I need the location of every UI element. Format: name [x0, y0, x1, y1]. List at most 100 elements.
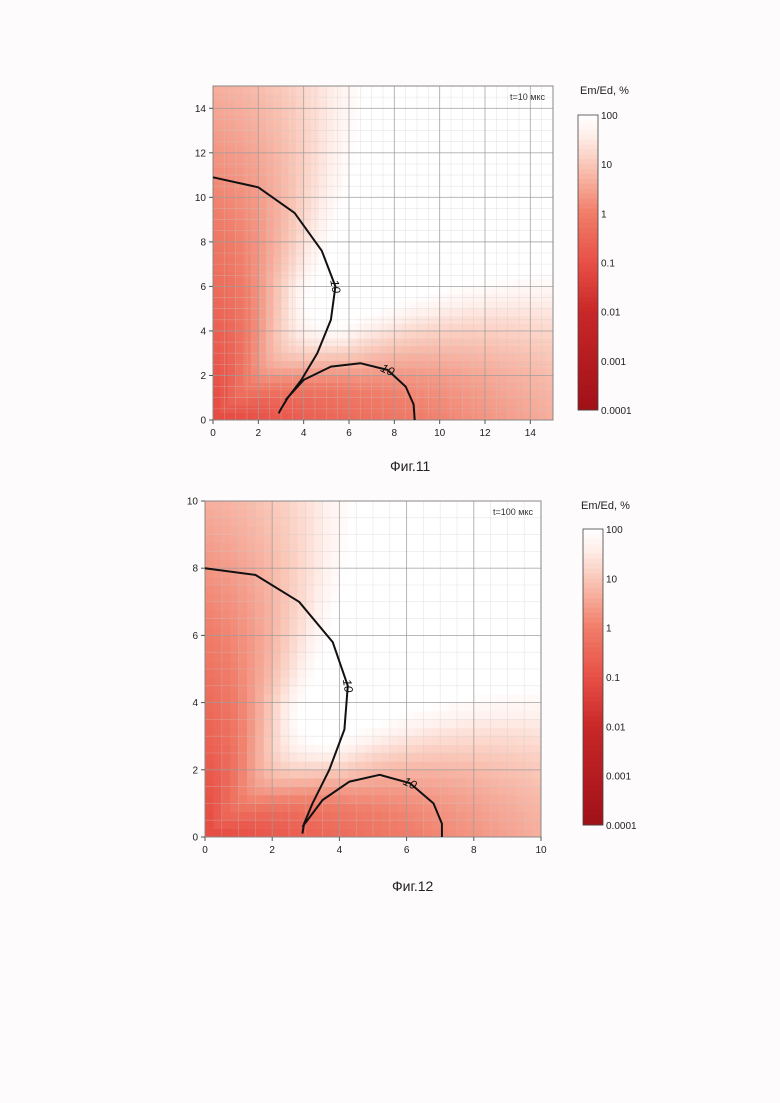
heatmap-cell	[394, 153, 402, 161]
heatmap-cell	[281, 190, 289, 198]
heatmap-cell	[457, 677, 466, 686]
heatmap-cell	[465, 535, 474, 544]
heatmap-cell	[524, 551, 533, 560]
heatmap-cell	[457, 518, 466, 527]
heatmap-cell	[474, 610, 483, 619]
colorbar-step	[583, 786, 603, 791]
heatmap-cell	[372, 168, 380, 176]
heatmap-cell	[314, 577, 323, 586]
heatmap-cell	[228, 353, 236, 361]
heatmap-cell	[477, 398, 485, 406]
heatmap-cell	[465, 787, 474, 796]
colorbar-step	[578, 272, 598, 277]
heatmap-cell	[457, 711, 466, 720]
heatmap-cell	[530, 145, 538, 153]
heatmap-cell	[222, 803, 231, 812]
heatmap-cell	[524, 619, 533, 628]
heatmap-cell	[423, 602, 432, 611]
heatmap-cell	[500, 398, 508, 406]
heatmap-cell	[323, 560, 332, 569]
heatmap-cell	[474, 745, 483, 754]
heatmap-cell	[500, 190, 508, 198]
heatmap-cell	[348, 644, 357, 653]
heatmap-cell	[477, 212, 485, 220]
heatmap-cell	[258, 197, 266, 205]
heatmap-cell	[297, 551, 306, 560]
heatmap-cell	[500, 123, 508, 131]
heatmap-cell	[524, 577, 533, 586]
heatmap-cell	[213, 301, 221, 309]
heatmap-cell	[491, 703, 500, 712]
heatmap-cell	[417, 375, 425, 383]
heatmap-cell	[432, 593, 441, 602]
heatmap-cell	[236, 390, 244, 398]
heatmap-cell	[440, 543, 449, 552]
heatmap-cell	[477, 413, 485, 421]
heatmap-cell	[213, 585, 222, 594]
heatmap-cell	[465, 778, 474, 787]
y-tick-label: 0	[192, 833, 198, 844]
heatmap-cell	[372, 390, 380, 398]
heatmap-cell	[457, 635, 466, 644]
x-tick-label: 6	[404, 845, 410, 856]
heatmap-cell	[314, 711, 323, 720]
heatmap-cell	[349, 175, 357, 183]
heatmap-cell	[364, 279, 372, 287]
heatmap-cell	[304, 131, 312, 139]
heatmap-cell	[417, 368, 425, 376]
heatmap-cell	[364, 101, 372, 109]
heatmap-cell	[409, 212, 417, 220]
heatmap-cell	[356, 787, 365, 796]
heatmap-cell	[457, 509, 466, 518]
heatmap-cell	[289, 694, 298, 703]
heatmap-cell	[545, 145, 553, 153]
heatmap-cell	[423, 509, 432, 518]
heatmap-cell	[465, 602, 474, 611]
heatmap-cell	[440, 86, 448, 94]
colorbar-step	[578, 154, 598, 159]
heatmap-cell	[349, 190, 357, 198]
colorbar-step	[583, 726, 603, 731]
heatmap-cell	[457, 694, 466, 703]
heatmap-cell	[365, 753, 374, 762]
heatmap-cell	[432, 234, 440, 242]
heatmap-cell	[465, 560, 474, 569]
heatmap-cell	[349, 212, 357, 220]
heatmap-cell	[372, 145, 380, 153]
colorbar-step	[583, 800, 603, 805]
colorbar-step	[583, 815, 603, 820]
heatmap-cell	[319, 286, 327, 294]
heatmap-cell	[339, 509, 348, 518]
heatmap-cell	[523, 413, 531, 421]
heatmap-cell	[440, 331, 448, 339]
heatmap-cell	[297, 543, 306, 552]
heatmap-cell	[356, 568, 365, 577]
heatmap-cell	[485, 242, 493, 250]
heatmap-cell	[289, 661, 298, 670]
heatmap-cell	[296, 286, 304, 294]
heatmap-cell	[457, 728, 466, 737]
heatmap-cell	[326, 108, 334, 116]
heatmap-cell	[423, 829, 432, 838]
heatmap-cell	[409, 108, 417, 116]
heatmap-cell	[462, 153, 470, 161]
heatmap-cell	[236, 413, 244, 421]
heatmap-cell	[387, 264, 395, 272]
heatmap-cell	[339, 644, 348, 653]
heatmap-cell	[255, 543, 264, 552]
heatmap-cell	[390, 820, 399, 829]
heatmap-cell	[323, 686, 332, 695]
heatmap-cell	[306, 509, 315, 518]
heatmap-cell	[482, 820, 491, 829]
heatmap-cell	[508, 264, 516, 272]
heatmap-cell	[205, 543, 214, 552]
heatmap-cell	[415, 753, 424, 762]
heatmap-cell	[415, 661, 424, 670]
heatmap-cell	[423, 635, 432, 644]
heatmap-cell	[213, 593, 222, 602]
heatmap-cell	[306, 719, 315, 728]
heatmap-cell	[508, 309, 516, 317]
heatmap-cell	[264, 568, 273, 577]
heatmap-cell	[499, 635, 508, 644]
colorbar-step	[578, 194, 598, 199]
